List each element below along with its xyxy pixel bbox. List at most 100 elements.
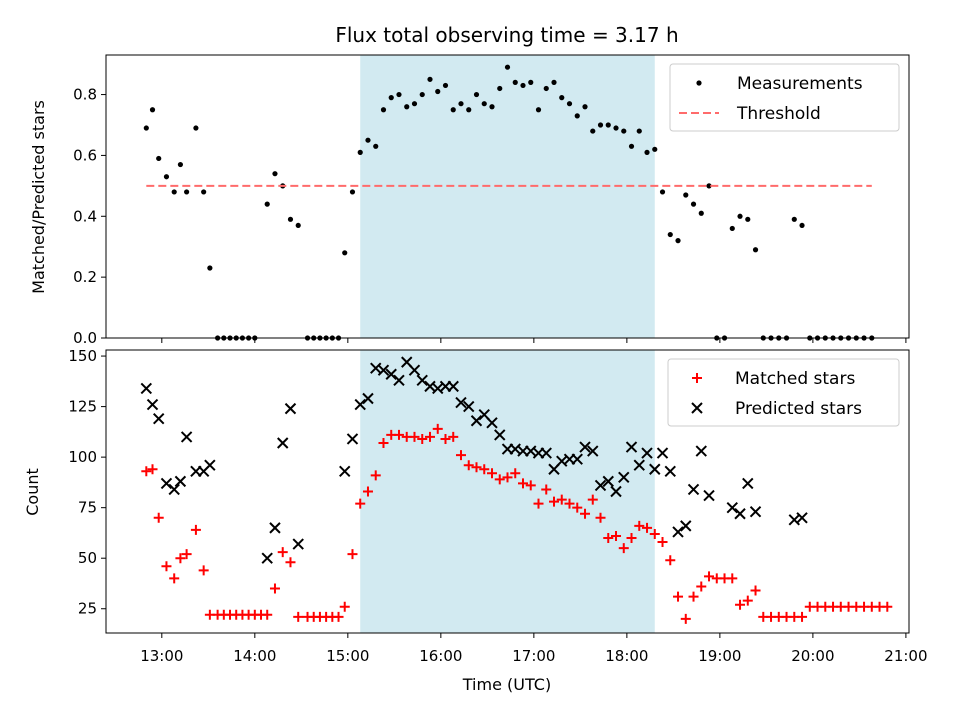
measurement-point	[582, 104, 588, 110]
matched-star-point	[479, 464, 490, 475]
measurement-point	[177, 161, 184, 168]
matched-star-point	[190, 524, 201, 535]
predicted-star-point	[455, 396, 467, 409]
predicted-star-point	[339, 465, 351, 477]
predicted-star-point	[656, 447, 669, 459]
measurement-point	[791, 216, 797, 222]
bottom-y-ticks: 25 50 75 100 125 150	[68, 347, 106, 618]
bottom-marks	[140, 356, 893, 624]
predicted-star-point	[447, 380, 459, 393]
measurement-point	[404, 104, 410, 110]
measurement-point	[683, 192, 689, 198]
predicted-star-point	[664, 465, 676, 477]
predicted-star-point	[377, 364, 390, 376]
measurement-point	[435, 88, 441, 95]
measurement-point	[264, 201, 270, 207]
measurement-point	[342, 250, 348, 256]
bottom-highlight-span	[360, 350, 655, 633]
matched-star-point	[440, 433, 451, 444]
matched-star-point	[735, 599, 746, 610]
matched-star-point	[362, 486, 373, 497]
bottom-x-ticks: 13:00 14:00 15:00 16:00 17:00 18:00 19:00 20:00…	[140, 633, 928, 665]
predicted-star-point	[463, 400, 475, 413]
measurement-point	[512, 79, 518, 85]
measurement-point	[458, 101, 464, 107]
measurement-point	[184, 189, 190, 195]
x-tick-label: 20:00	[791, 647, 834, 665]
top-axes-frame	[105, 54, 910, 339]
measurement-point	[605, 122, 611, 128]
matched-star-point	[175, 553, 186, 564]
predicted-star-point	[346, 433, 359, 445]
matched-star-point	[657, 537, 668, 548]
measurement-point	[427, 76, 433, 82]
y-tick-label: 50	[78, 549, 97, 567]
measurement-point	[551, 79, 557, 85]
measurement-point	[473, 91, 480, 98]
predicted-star-point	[204, 459, 216, 471]
matched-star-point	[502, 472, 513, 483]
measurement-point	[357, 149, 363, 155]
matched-star-point	[333, 611, 344, 622]
x-axis-label: Time (UTC)	[462, 675, 551, 694]
matched-star-point	[262, 609, 273, 620]
x-tick-label: 17:00	[512, 647, 555, 665]
measurement-point	[613, 125, 619, 131]
matched-star-point	[198, 565, 209, 576]
legend-box	[669, 63, 900, 132]
measurement-point	[574, 113, 580, 119]
matched-star-point	[704, 571, 715, 582]
predicted-star-point	[354, 398, 366, 411]
predicted-star-point	[174, 475, 187, 488]
bottom-legend: Matched stars Predicted stars	[667, 358, 900, 427]
measurement-point	[690, 201, 697, 207]
measurement-point	[729, 225, 735, 232]
legend-plus-marker	[692, 373, 702, 383]
measurement-point	[143, 125, 149, 131]
predicted-star-point	[362, 392, 374, 405]
predicted-star-point	[571, 453, 583, 465]
x-tick-label: 21:00	[884, 647, 927, 665]
predicted-star-point	[633, 459, 645, 471]
matched-star-point	[161, 561, 172, 572]
y-tick-label: 0.4	[73, 207, 97, 225]
x-tick-label: 16:00	[419, 647, 462, 665]
matched-star-point	[680, 613, 691, 624]
matched-star-point	[642, 522, 653, 533]
measurement-point	[149, 107, 156, 113]
matched-star-point	[510, 468, 521, 479]
measurement-point	[659, 189, 666, 195]
legend-label: Matched stars	[735, 369, 855, 389]
matched-star-point	[572, 502, 583, 513]
measurement-point	[628, 143, 635, 149]
predicted-star-point	[284, 402, 297, 415]
measurement-point	[799, 222, 805, 229]
legend-box	[667, 358, 900, 427]
predicted-star-point	[292, 538, 304, 550]
measurement-point	[272, 171, 278, 177]
matched-star-point	[339, 601, 350, 612]
matched-star-point	[727, 573, 738, 584]
measurement-point	[559, 95, 565, 101]
measurement-point	[698, 210, 704, 216]
measurement-point	[380, 107, 387, 113]
predicted-star-point	[269, 522, 281, 534]
predicted-star-point	[160, 477, 173, 490]
y-tick-label: 0.2	[73, 268, 97, 286]
top-y-axis-label: Matched/Predicted stars	[29, 100, 48, 294]
predicted-star-point	[594, 479, 607, 492]
legend-x-marker	[691, 402, 703, 414]
matched-star-point	[797, 611, 808, 622]
bottom-axes-frame	[105, 349, 910, 634]
measurement-point	[652, 146, 658, 152]
matched-star-point	[169, 573, 180, 584]
measurement-point	[193, 125, 199, 131]
matched-star-point	[471, 462, 482, 473]
measurement-point	[442, 82, 449, 89]
matched-star-point	[525, 480, 536, 491]
matched-star-point	[603, 532, 614, 543]
x-tick-label: 13:00	[140, 647, 183, 665]
matched-star-point	[153, 512, 164, 523]
matched-star-point	[533, 498, 544, 509]
measurement-point	[287, 216, 294, 222]
